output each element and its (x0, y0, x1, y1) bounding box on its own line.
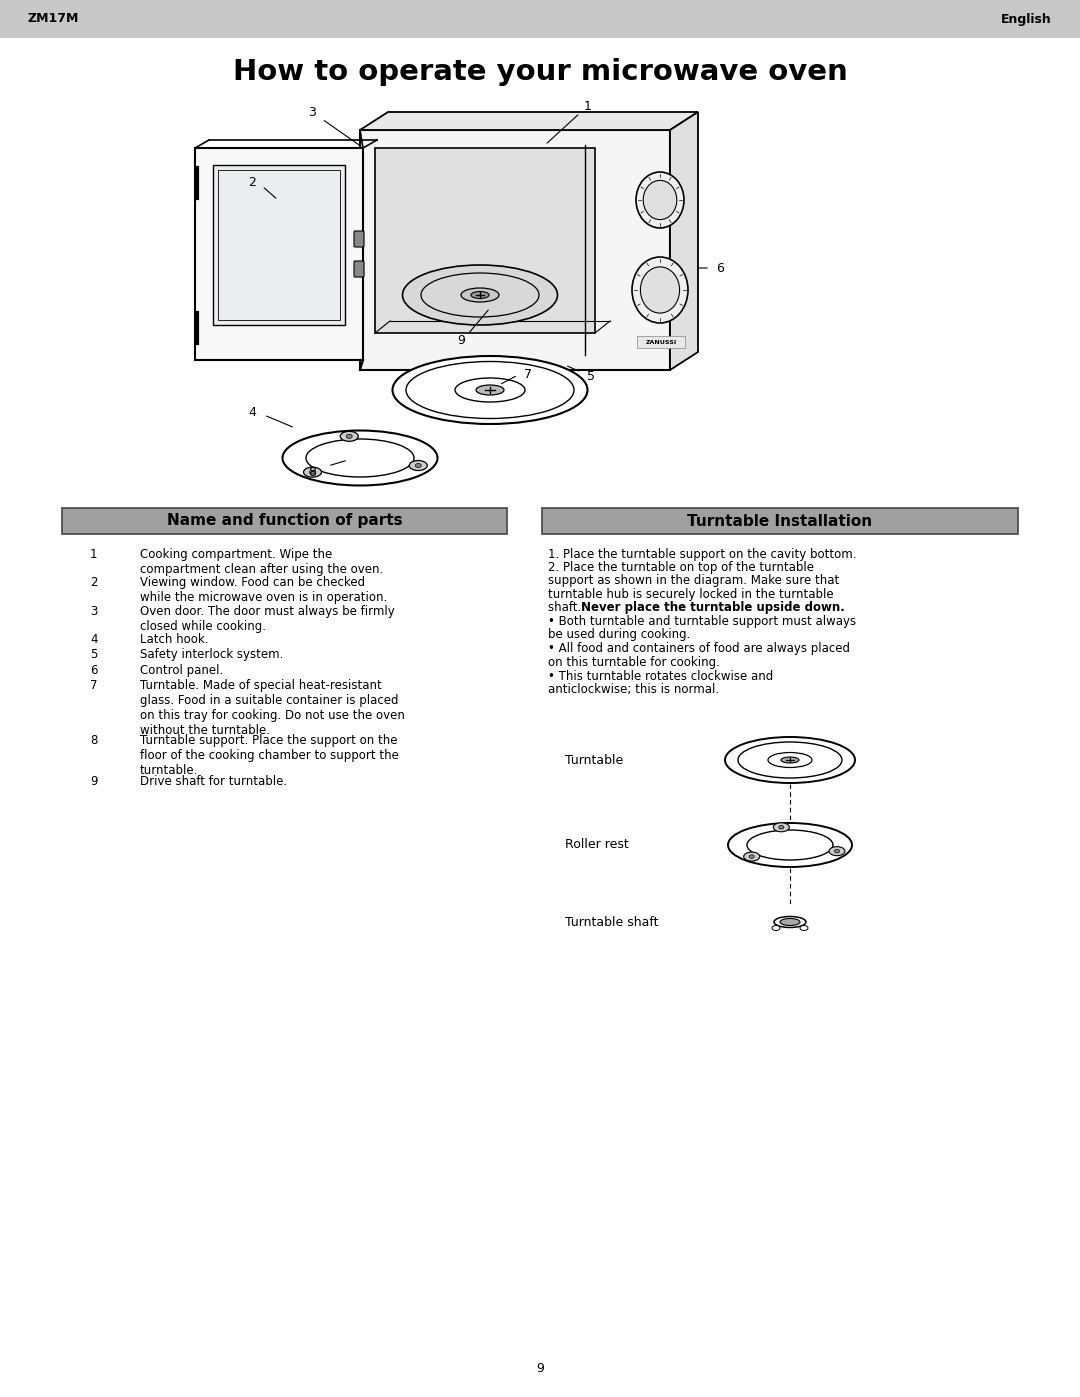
Text: Name and function of parts: Name and function of parts (166, 514, 403, 528)
Text: 9: 9 (90, 775, 97, 788)
FancyBboxPatch shape (354, 231, 364, 247)
Text: • All food and containers of food are always placed: • All food and containers of food are al… (548, 643, 850, 655)
Ellipse shape (644, 180, 677, 219)
Text: be used during cooking.: be used during cooking. (548, 629, 690, 641)
Ellipse shape (772, 925, 780, 930)
Text: 1. Place the turntable support on the cavity bottom.: 1. Place the turntable support on the ca… (548, 548, 856, 562)
Text: 8: 8 (90, 733, 97, 746)
Text: 5: 5 (90, 648, 97, 661)
Ellipse shape (829, 847, 845, 855)
Ellipse shape (471, 292, 489, 299)
Ellipse shape (306, 439, 414, 476)
Ellipse shape (636, 172, 684, 228)
Bar (213, 165, 345, 326)
Text: Roller rest: Roller rest (565, 838, 629, 852)
Ellipse shape (283, 430, 437, 486)
Polygon shape (360, 112, 698, 130)
Text: Drive shaft for turntable.: Drive shaft for turntable. (140, 775, 287, 788)
Text: Never place the turntable upside down.: Never place the turntable upside down. (581, 601, 845, 613)
Ellipse shape (835, 849, 839, 854)
Ellipse shape (409, 461, 428, 471)
FancyBboxPatch shape (354, 261, 364, 277)
Bar (218, 170, 340, 320)
Text: 4: 4 (90, 633, 97, 647)
Ellipse shape (421, 272, 539, 317)
Ellipse shape (780, 918, 800, 925)
Text: Latch hook.: Latch hook. (140, 633, 208, 647)
Text: Turntable: Turntable (565, 753, 623, 767)
Text: English: English (1001, 13, 1052, 25)
Ellipse shape (744, 852, 759, 861)
Text: 4: 4 (248, 407, 256, 419)
Text: Turntable Installation: Turntable Installation (688, 514, 873, 528)
Ellipse shape (738, 742, 842, 778)
Text: Cooking compartment. Wipe the
compartment clean after using the oven.: Cooking compartment. Wipe the compartmen… (140, 548, 383, 576)
Text: Viewing window. Food can be checked
while the microwave oven is in operation.: Viewing window. Food can be checked whil… (140, 577, 388, 605)
Ellipse shape (640, 267, 679, 313)
Text: support as shown in the diagram. Make sure that: support as shown in the diagram. Make su… (548, 574, 839, 587)
Ellipse shape (461, 288, 499, 302)
Text: Control panel.: Control panel. (140, 664, 224, 676)
Bar (195, 148, 363, 360)
Text: 3: 3 (90, 605, 97, 617)
Text: Oven door. The door must always be firmly
closed while cooking.: Oven door. The door must always be firml… (140, 605, 395, 633)
Text: 6: 6 (716, 261, 724, 274)
Ellipse shape (781, 757, 799, 763)
Ellipse shape (416, 464, 421, 468)
Ellipse shape (347, 434, 352, 439)
Text: ZANUSSI: ZANUSSI (646, 339, 677, 345)
Ellipse shape (800, 925, 808, 930)
Text: 7: 7 (90, 679, 97, 692)
Text: anticlockwise; this is normal.: anticlockwise; this is normal. (548, 683, 719, 696)
Text: Turntable support. Place the support on the
floor of the cooking chamber to supp: Turntable support. Place the support on … (140, 733, 399, 777)
Ellipse shape (403, 265, 557, 326)
Text: ZM17M: ZM17M (28, 13, 79, 25)
Ellipse shape (392, 356, 588, 425)
Ellipse shape (768, 753, 812, 767)
Text: • Both turntable and turntable support must always: • Both turntable and turntable support m… (548, 615, 856, 629)
Text: 3: 3 (308, 106, 316, 119)
Text: 9: 9 (457, 334, 464, 346)
Bar (0, 0, 1080, 38)
Text: Turntable. Made of special heat-resistant
glass. Food in a suitable container is: Turntable. Made of special heat-resistan… (140, 679, 405, 736)
Text: 6: 6 (90, 664, 97, 676)
Text: 7: 7 (524, 367, 532, 380)
Polygon shape (670, 112, 698, 370)
Text: 2: 2 (90, 577, 97, 590)
Ellipse shape (728, 823, 852, 868)
Bar (542, 509, 1018, 534)
Text: 9: 9 (536, 1362, 544, 1375)
Ellipse shape (779, 826, 784, 828)
Text: turntable hub is securely locked in the turntable: turntable hub is securely locked in the … (548, 588, 834, 601)
Text: on this turntable for cooking.: on this turntable for cooking. (548, 655, 720, 669)
Ellipse shape (310, 471, 315, 474)
Text: 2: 2 (248, 176, 256, 189)
Ellipse shape (747, 830, 833, 861)
Ellipse shape (476, 386, 504, 395)
Text: • This turntable rotates clockwise and: • This turntable rotates clockwise and (548, 669, 773, 683)
Text: 8: 8 (308, 465, 316, 479)
Text: 1: 1 (90, 548, 97, 562)
Ellipse shape (455, 379, 525, 402)
Ellipse shape (406, 362, 573, 419)
Bar (637, 337, 685, 348)
Bar (360, 130, 670, 370)
Ellipse shape (632, 257, 688, 323)
Ellipse shape (725, 738, 855, 782)
Text: 1: 1 (584, 101, 592, 113)
Text: 2. Place the turntable on top of the turntable: 2. Place the turntable on top of the tur… (548, 562, 814, 574)
Text: Turntable shaft: Turntable shaft (565, 915, 659, 929)
Ellipse shape (774, 916, 806, 928)
Ellipse shape (773, 823, 789, 831)
Bar (375, 148, 595, 332)
Text: How to operate your microwave oven: How to operate your microwave oven (232, 59, 848, 87)
Ellipse shape (750, 855, 754, 858)
Ellipse shape (303, 467, 322, 478)
Text: Safety interlock system.: Safety interlock system. (140, 648, 283, 661)
Text: shaft.: shaft. (548, 601, 585, 613)
Text: 5: 5 (588, 369, 595, 383)
Bar (62, 509, 507, 534)
Ellipse shape (340, 432, 359, 441)
